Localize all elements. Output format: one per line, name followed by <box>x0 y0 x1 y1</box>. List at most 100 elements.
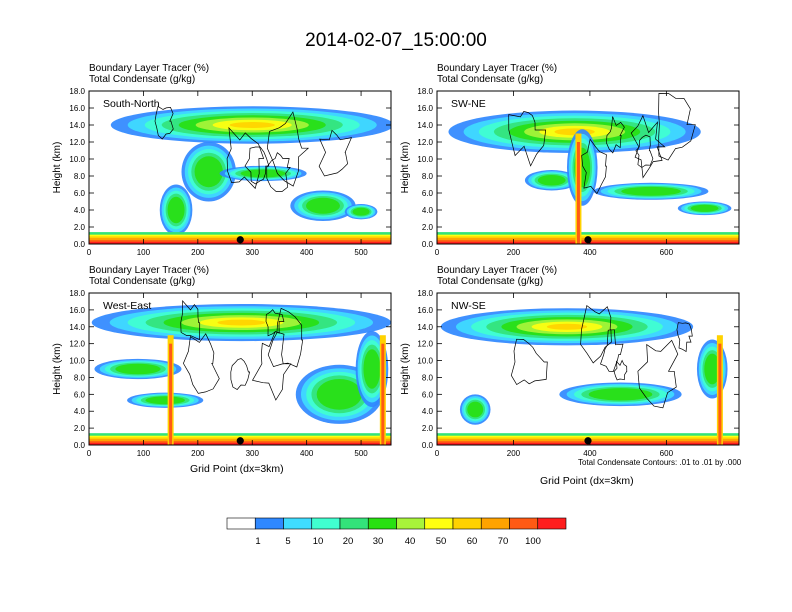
south-north-cloud-band <box>294 192 352 220</box>
west-east-cloud-band <box>300 368 378 421</box>
south-north-cloud-band <box>191 152 227 191</box>
sw-ne-cloud-band <box>539 125 610 138</box>
west-east-cloud-band <box>311 375 368 414</box>
colorbar-label: 50 <box>435 536 447 547</box>
colorbar-label: 100 <box>525 536 541 547</box>
west-east-boundary-layer-band <box>89 442 391 445</box>
nw-se-condensate-contour <box>580 304 612 364</box>
nw-se-plot-area <box>437 293 739 445</box>
nw-se-location-marker <box>584 437 592 445</box>
west-east-x-tick-label: 100 <box>137 449 151 458</box>
sw-ne-cloud-band <box>524 123 626 141</box>
sw-ne-condensate-contour <box>508 110 547 167</box>
south-north-cloud-band <box>184 145 233 198</box>
nw-se-y-tick-label: 4.0 <box>422 407 434 416</box>
south-north-boundary-layer-band <box>89 232 391 244</box>
south-north-condensate-contour <box>244 146 270 185</box>
west-east-plume-core <box>381 343 385 445</box>
sw-ne-y-tick-label: 14.0 <box>417 121 433 130</box>
sw-ne-plot-area <box>437 91 739 244</box>
nw-se-cloud-band <box>455 310 678 344</box>
colorbar-label: 70 <box>497 536 509 547</box>
nw-se-cloud-band <box>467 401 484 418</box>
sw-ne-cloud-band <box>574 147 591 188</box>
panel2-line1: Boundary Layer Tracer (%) <box>437 63 558 74</box>
west-east-x-tick-label: 0 <box>87 449 92 458</box>
west-east-y-tick-label: 14.0 <box>69 323 85 332</box>
nw-se-cloud-band <box>440 308 694 346</box>
south-north-x-tick-label: 0 <box>87 248 92 257</box>
nw-se-x-tick-label: 0 <box>435 449 440 458</box>
west-east-panel-label: West-East <box>103 300 151 312</box>
south-north-cloud-band <box>188 149 230 195</box>
nw-se-condensate-contour <box>637 339 679 409</box>
south-north-condensate-contour <box>266 152 291 192</box>
sw-ne-cloud-band <box>524 170 579 191</box>
west-east-cloud-band <box>127 392 204 408</box>
sw-ne-plume <box>575 133 582 244</box>
colorbar-label: 40 <box>404 536 416 547</box>
nw-se-y-tick-label: 8.0 <box>422 373 434 382</box>
west-east-boundary-layer-band <box>89 441 391 445</box>
south-north-boundary-layer-band <box>89 234 391 244</box>
nw-se-boundary-layer-band <box>437 435 739 445</box>
west-east-cloud-band <box>140 395 190 406</box>
west-east-cloud-band <box>163 312 320 333</box>
panel3-line1: Boundary Layer Tracer (%) <box>89 265 210 276</box>
colorbar-label: 1 <box>255 536 261 547</box>
colorbar-swatch <box>509 517 539 530</box>
south-north-cloud-band <box>181 142 236 202</box>
panel4-line2: Total Condensate (g/kg) <box>437 276 544 287</box>
west-east-y-tick-label: 2.0 <box>74 424 86 433</box>
sw-ne-boundary-layer-band <box>437 234 739 244</box>
south-north-cloud-band <box>344 204 378 220</box>
nw-se-y-tick-label: 16.0 <box>417 306 433 315</box>
panel1-line1: Boundary Layer Tracer (%) <box>89 63 210 74</box>
south-north-cloud-band <box>229 122 275 128</box>
colorbar-swatch <box>283 517 313 530</box>
south-north-y-tick-label: 14.0 <box>69 121 85 130</box>
west-east-boundary-layer-band <box>89 439 391 445</box>
west-east-cloud-band <box>355 331 389 407</box>
south-north-y-tick-label: 18.0 <box>69 87 85 96</box>
south-north-cloud-band <box>298 194 348 218</box>
south-north-cloud-band <box>161 113 343 137</box>
sw-ne-boundary-layer-band <box>437 238 739 244</box>
nw-se-cloud-band <box>465 399 486 420</box>
west-east-frame <box>88 292 392 446</box>
south-north-cloud-band <box>346 204 376 219</box>
west-east-cloud-band <box>361 344 383 394</box>
nw-se-x-tick-label: 200 <box>507 449 521 458</box>
nw-se-y-tick-label: 18.0 <box>417 289 433 298</box>
sw-ne-boundary-layer-band <box>437 236 739 244</box>
nw-se-y-tick-label: 10.0 <box>417 357 433 366</box>
sw-ne-x-tick-label: 0 <box>435 248 440 257</box>
south-north-cloud-band <box>235 168 291 179</box>
colorbar-swatch <box>311 517 341 530</box>
south-north-cloud-band <box>230 167 297 180</box>
sw-ne-frame <box>436 90 740 245</box>
south-north-panel-label: South-North <box>103 98 160 110</box>
sw-ne-location-marker <box>584 236 592 244</box>
south-north-x-tick-label: 400 <box>300 248 314 257</box>
south-north-cloud-band <box>159 184 193 236</box>
sw-ne-cloud-band <box>621 186 681 196</box>
sw-ne-boundary-layer-band <box>437 240 739 244</box>
west-east-cloud-band <box>181 315 302 330</box>
nw-se-y-tick-label: 0.0 <box>422 441 434 450</box>
west-east-cloud-band <box>363 349 381 389</box>
south-north-cloud-band <box>240 169 286 178</box>
sw-ne-cloud-band <box>600 183 702 199</box>
west-east-plume <box>379 335 386 445</box>
sw-ne-y-axis-label: Height (km) <box>400 142 411 194</box>
panel4-header: Boundary Layer Tracer (%) Total Condensa… <box>437 265 557 287</box>
nw-se-cloud-band <box>574 385 667 404</box>
nw-se-cloud-band <box>566 383 675 405</box>
west-east-y-tick-label: 12.0 <box>69 340 85 349</box>
west-east-plot-area <box>89 293 391 445</box>
sw-ne-cloud-band <box>463 113 686 151</box>
south-north-cloud-band <box>144 110 360 140</box>
page-title: 2014-02-07_15:00:00 <box>305 30 487 51</box>
colorbar-swatch <box>226 517 256 530</box>
